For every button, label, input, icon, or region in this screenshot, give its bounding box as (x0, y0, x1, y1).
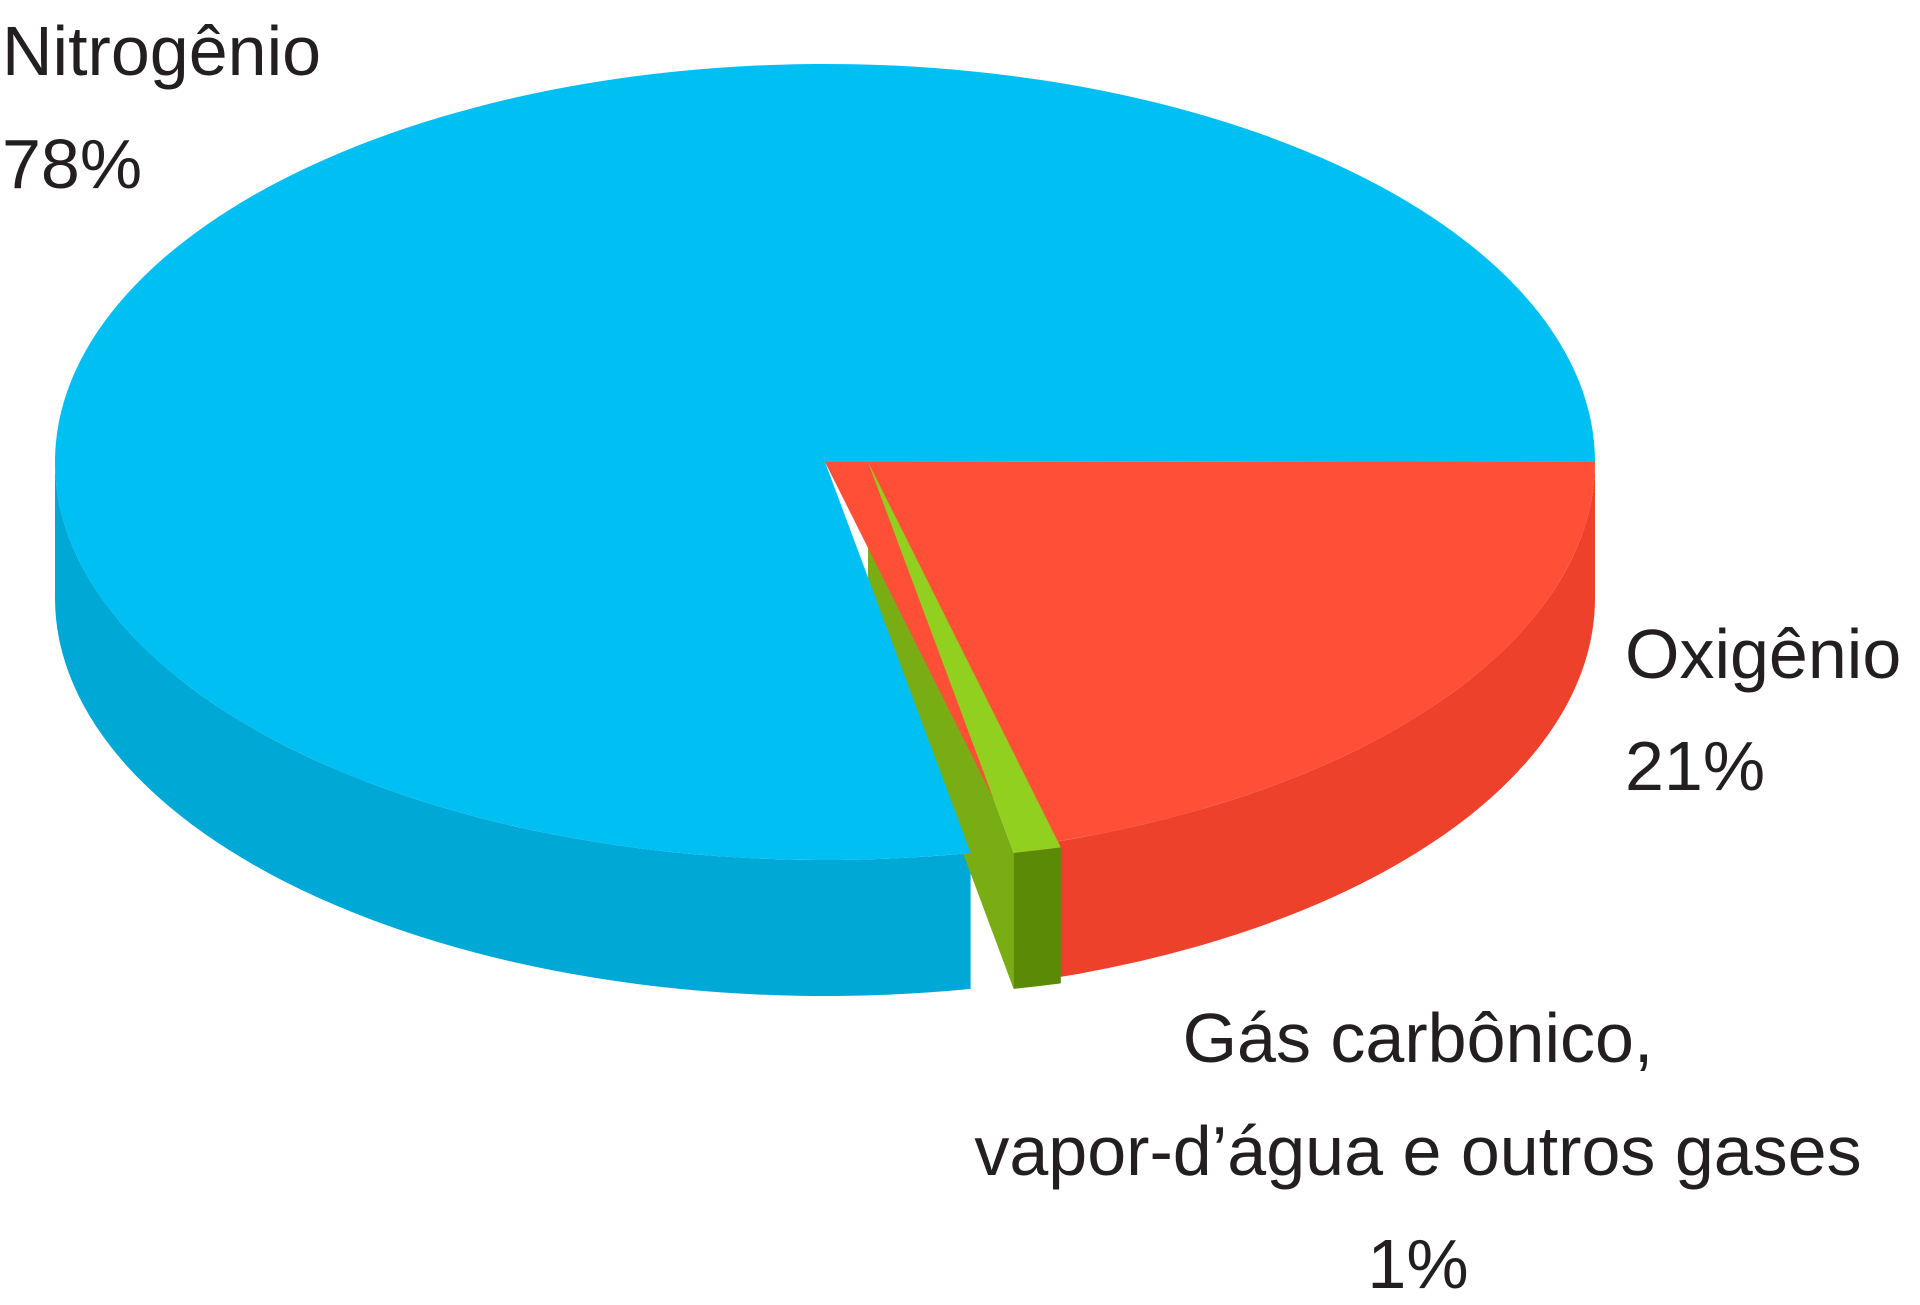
slice-label-outros-gases: Gás carbônico, vapor-d’água e outros gas… (974, 999, 1861, 1303)
label-outros-line-1: Gás carbônico, (1183, 999, 1654, 1077)
label-outros-value: 1% (1367, 1225, 1468, 1303)
label-oxigenio-value: 21% (1625, 727, 1765, 805)
slice-side-oxigenio (1017, 462, 1595, 984)
slice-side-nitrogenio (55, 462, 971, 996)
slice-label-nitrogenio: Nitrogênio 78% (2, 12, 321, 203)
slice-oxigenio (825, 461, 1595, 848)
label-nitrogenio-value: 78% (2, 125, 142, 203)
slice-label-oxigenio: Oxigênio 21% (1625, 615, 1901, 805)
label-nitrogenio-name: Nitrogênio (2, 12, 321, 90)
slice-side-outros-gases-edge (1013, 847, 1061, 989)
label-outros-line-2: vapor-d’água e outros gases (974, 1112, 1861, 1190)
slice-outros-gases (868, 462, 1061, 853)
slice-nitrogenio (54, 63, 1595, 861)
pie-tops (54, 63, 1595, 861)
label-oxigenio-name: Oxigênio (1625, 615, 1901, 693)
